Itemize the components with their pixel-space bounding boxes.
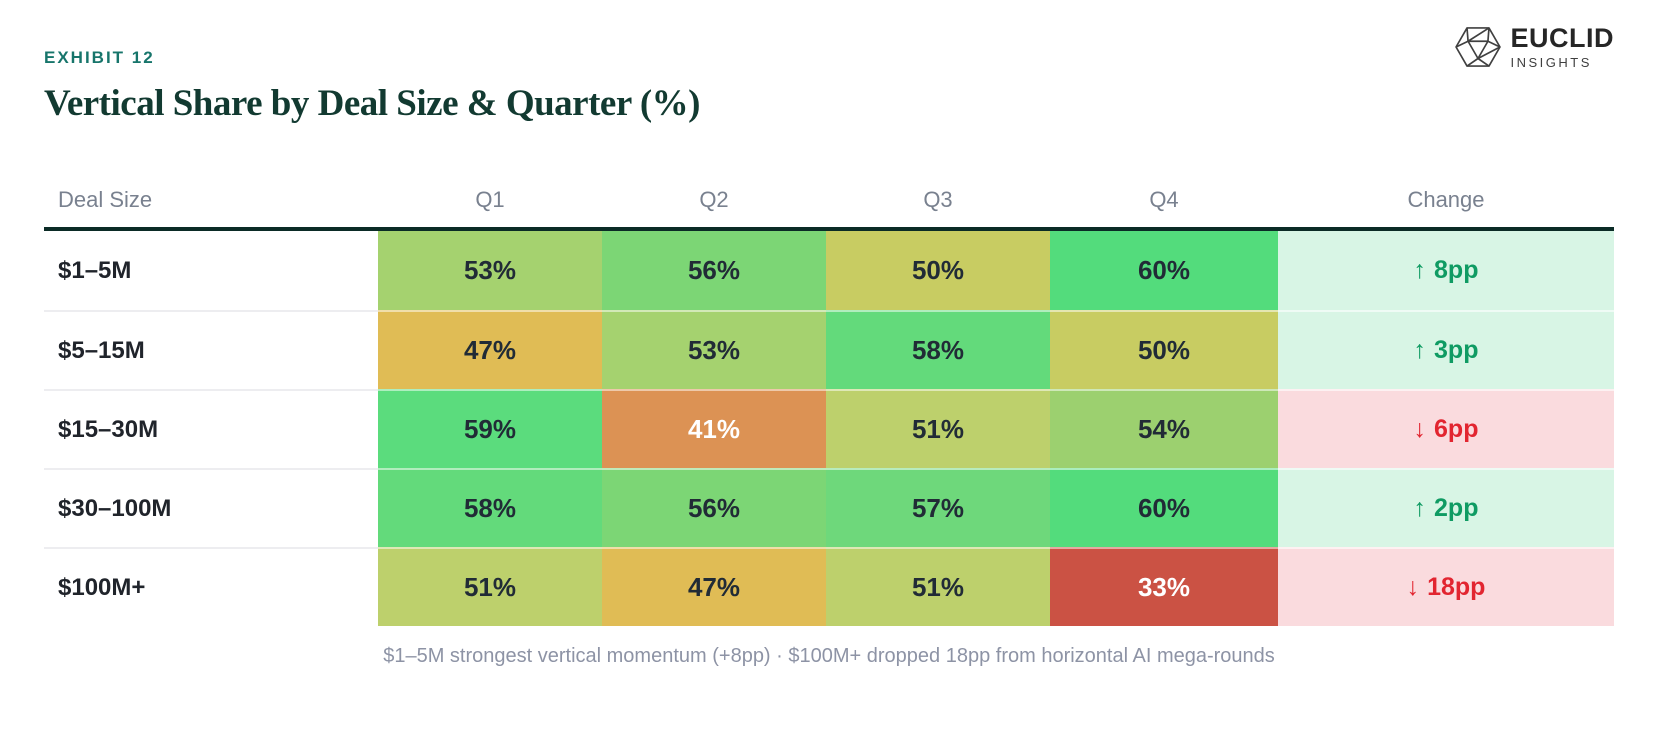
logo-subtitle: INSIGHTS — [1510, 55, 1592, 70]
chart-caption: $1–5M strongest vertical momentum (+8pp)… — [383, 645, 1275, 667]
change-value: 18pp — [1427, 573, 1486, 601]
logo-text: EUCLID INSIGHTS — [1510, 23, 1615, 70]
heat-cell: 41% — [602, 389, 826, 468]
row-label: $5–15M — [44, 310, 378, 389]
column-header-q2: Q2 — [602, 173, 826, 231]
change-value: 3pp — [1434, 336, 1479, 364]
change-value: 2pp — [1434, 494, 1479, 522]
page-title: Vertical Share by Deal Size & Quarter (%… — [44, 83, 701, 124]
heat-cell: 47% — [602, 547, 826, 626]
column-header-change: Change — [1278, 173, 1614, 231]
table-header: Deal Size Q1 Q2 Q3 Q4 Change — [44, 173, 1614, 231]
heat-cell: 33% — [1050, 547, 1278, 626]
heat-cell: 50% — [826, 231, 1050, 310]
heat-cell: 60% — [1050, 231, 1278, 310]
change-cell: ↓ 6pp — [1278, 389, 1614, 468]
table-row: $1–5M 53% 56% 50% 60% ↑ 8pp — [44, 231, 1614, 310]
change-cell: ↑ 3pp — [1278, 310, 1614, 389]
heat-cell: 58% — [826, 310, 1050, 389]
heat-cell: 53% — [602, 310, 826, 389]
header-row: Deal Size Q1 Q2 Q3 Q4 Change — [44, 173, 1614, 231]
row-label: $1–5M — [44, 231, 378, 310]
row-label: $100M+ — [44, 547, 378, 626]
change-cell: ↓ 18pp — [1278, 547, 1614, 626]
heat-cell: 47% — [378, 310, 602, 389]
exhibit-label: EXHIBIT 12 — [44, 48, 155, 67]
heat-cell: 56% — [602, 231, 826, 310]
change-value: 6pp — [1434, 415, 1479, 443]
heat-cell: 51% — [826, 389, 1050, 468]
heat-cell: 57% — [826, 468, 1050, 547]
heat-cell: 51% — [378, 547, 602, 626]
page: EXHIBIT 12 Vertical Share by Deal Size &… — [44, 0, 1614, 670]
heat-cell: 58% — [378, 468, 602, 547]
table-row: $5–15M 47% 53% 58% 50% ↑ 3pp — [44, 310, 1614, 389]
heat-cell: 50% — [1050, 310, 1278, 389]
table-body: $1–5M 53% 56% 50% 60% ↑ 8pp $5–15M 47% 53… — [44, 231, 1614, 626]
heat-cell: 54% — [1050, 389, 1278, 468]
table-row: $15–30M 59% 41% 51% 54% ↓ 6pp — [44, 389, 1614, 468]
column-header-deal-size: Deal Size — [44, 173, 378, 231]
column-header-q4: Q4 — [1050, 173, 1278, 231]
row-label: $30–100M — [44, 468, 378, 547]
change-cell: ↑ 2pp — [1278, 468, 1614, 547]
heat-cell: 60% — [1050, 468, 1278, 547]
arrow-up-icon: ↑ — [1413, 336, 1427, 364]
column-header-q3: Q3 — [826, 173, 1050, 231]
change-value: 8pp — [1434, 256, 1479, 284]
brand-logo: EUCLID INSIGHTS — [1454, 23, 1615, 70]
column-header-q1: Q1 — [378, 173, 602, 231]
heat-cell: 59% — [378, 389, 602, 468]
table-row: $100M+ 51% 47% 51% 33% ↓ 18pp — [44, 547, 1614, 626]
arrow-up-icon: ↑ — [1413, 494, 1427, 522]
logo-name: EUCLID — [1510, 23, 1614, 53]
change-cell: ↑ 8pp — [1278, 231, 1614, 310]
heat-cell: 51% — [826, 547, 1050, 626]
heat-cell: 53% — [378, 231, 602, 310]
row-label: $15–30M — [44, 389, 378, 468]
heatmap-table: Deal Size Q1 Q2 Q3 Q4 Change $1–5M 53% 5… — [44, 173, 1614, 626]
arrow-down-icon: ↓ — [1406, 573, 1420, 601]
table-row: $30–100M 58% 56% 57% 60% ↑ 2pp — [44, 468, 1614, 547]
arrow-up-icon: ↑ — [1413, 256, 1427, 284]
polyhedron-wireframe-icon — [1454, 24, 1501, 70]
arrow-down-icon: ↓ — [1413, 415, 1427, 443]
heat-cell: 56% — [602, 468, 826, 547]
